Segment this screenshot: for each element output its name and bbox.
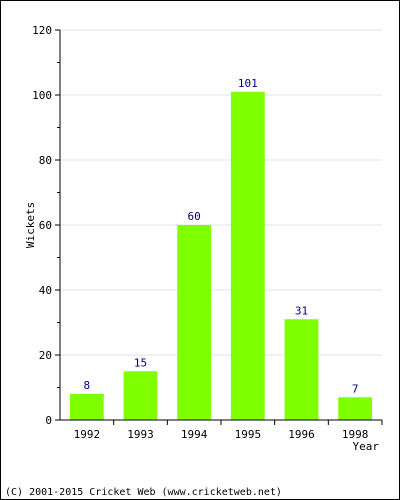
y-tick-label: 40 <box>39 284 52 297</box>
x-tick-label: 1998 <box>342 428 369 441</box>
bar-value-label: 15 <box>134 356 147 369</box>
bars <box>69 91 373 420</box>
bar <box>338 397 373 420</box>
bar-value-label: 101 <box>238 77 258 90</box>
bar-value-label: 60 <box>188 210 201 223</box>
bar-value-label: 7 <box>352 382 359 395</box>
x-tick-label: 1992 <box>74 428 101 441</box>
y-tick-label: 80 <box>39 154 52 167</box>
x-axis-title: Year <box>353 440 380 453</box>
y-tick-label: 120 <box>32 24 52 37</box>
bar <box>177 225 212 420</box>
bar <box>230 91 265 420</box>
x-tick-label: 1995 <box>235 428 262 441</box>
y-tick-label: 100 <box>32 89 52 102</box>
x-tick-label: 1993 <box>127 428 154 441</box>
bar-value-label: 8 <box>84 379 91 392</box>
ticks: 0 20 40 60 80 100 120 1992 1993 1994 1995 1996 1998 <box>32 24 383 441</box>
bar <box>123 371 158 420</box>
y-tick-label: 0 <box>45 414 52 427</box>
gridlines <box>60 29 382 356</box>
bar <box>69 394 104 420</box>
data-labels: 8 15 60 101 31 7 <box>84 77 359 396</box>
y-tick-label: 20 <box>39 349 52 362</box>
bar-value-label: 31 <box>295 304 308 317</box>
y-axis-title: Wickets <box>24 202 37 248</box>
footer-copyright: (C) 2001-2015 Cricket Web (www.cricketwe… <box>5 487 282 498</box>
bar <box>284 319 319 420</box>
x-tick-label: 1994 <box>181 428 208 441</box>
x-tick-label: 1996 <box>288 428 315 441</box>
y-tick-label: 60 <box>39 219 52 232</box>
